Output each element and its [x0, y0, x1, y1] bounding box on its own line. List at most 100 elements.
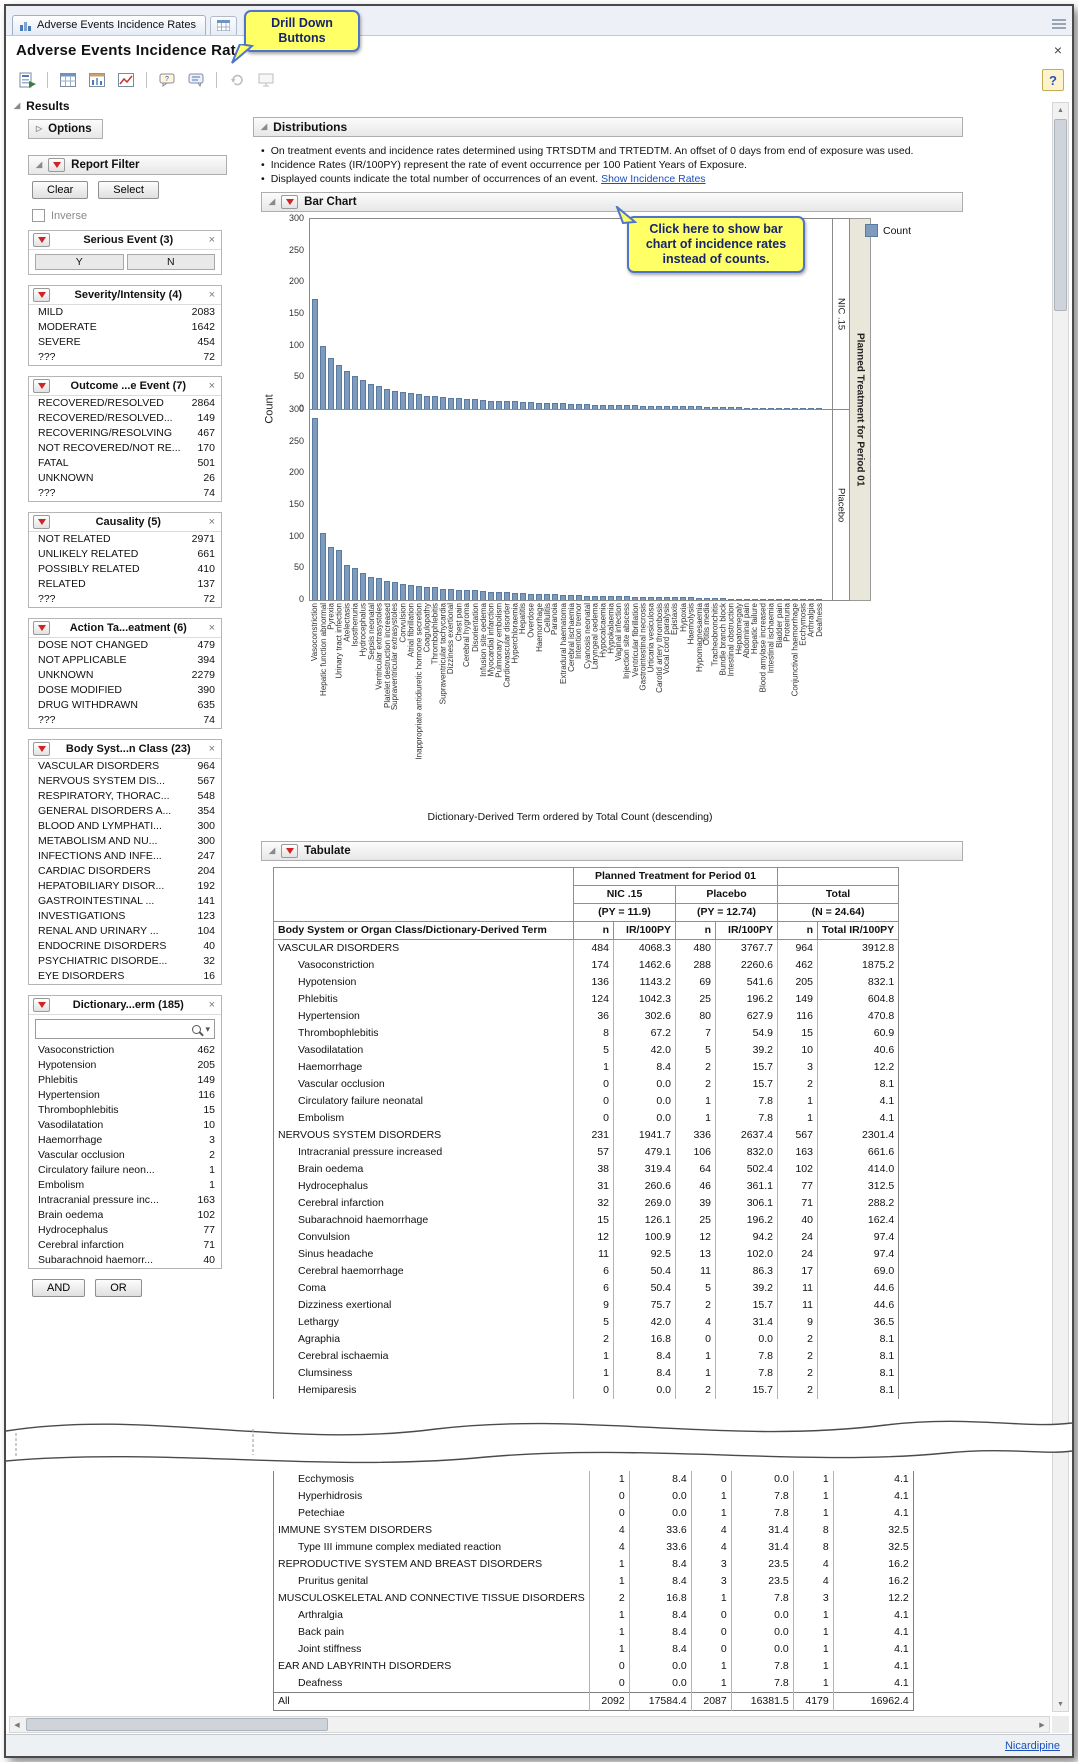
term-cell[interactable]: Joint stiffness — [298, 1643, 362, 1655]
tab-adverse-events[interactable]: Adverse Events Incidence Rates — [12, 15, 206, 35]
filter-item[interactable]: UNLIKELY RELATED 661 — [29, 547, 221, 562]
filter-item[interactable]: Hypertension 116 — [29, 1088, 221, 1103]
filter-item[interactable]: Vasoconstriction 462 — [29, 1043, 221, 1058]
refresh-icon[interactable] — [224, 68, 250, 92]
data-table-icon[interactable] — [55, 68, 81, 92]
bar[interactable] — [456, 398, 462, 409]
bar[interactable] — [408, 585, 414, 600]
filter-item[interactable]: ??? 74 — [29, 713, 221, 728]
bar[interactable] — [360, 573, 366, 600]
bar[interactable] — [768, 408, 774, 409]
bar[interactable] — [520, 402, 526, 409]
bar[interactable] — [400, 392, 406, 409]
bar[interactable] — [624, 596, 630, 600]
filter-item[interactable]: HEPATOBILIARY DISOR... 192 — [29, 879, 221, 894]
disclosure-open-icon[interactable]: ◢ — [261, 122, 268, 131]
filter-item[interactable]: UNKNOWN 2279 — [29, 668, 221, 683]
bar[interactable] — [608, 596, 614, 600]
bar[interactable] — [320, 346, 326, 409]
bar[interactable] — [728, 407, 734, 409]
bar[interactable] — [376, 386, 382, 409]
bar[interactable] — [560, 403, 566, 409]
bar[interactable] — [440, 589, 446, 600]
close-icon[interactable]: × — [208, 289, 215, 301]
bar[interactable] — [784, 408, 790, 409]
bar[interactable] — [328, 547, 334, 600]
close-icon[interactable]: × — [208, 999, 215, 1011]
bar[interactable] — [680, 597, 686, 600]
window-list-icon[interactable] — [1052, 19, 1066, 30]
bar[interactable] — [536, 594, 542, 600]
graph-icon[interactable] — [113, 68, 139, 92]
disclosure-open-icon[interactable]: ◢ — [269, 197, 276, 206]
filter-value-button[interactable]: N — [126, 254, 215, 270]
dictionary-search-input[interactable] — [40, 1022, 189, 1036]
bar[interactable] — [512, 593, 518, 600]
term-cell[interactable]: Lethargy — [298, 1316, 339, 1328]
bar[interactable] — [392, 391, 398, 409]
bar[interactable] — [544, 594, 550, 600]
filter-item[interactable]: Cerebral infarction 71 — [29, 1238, 221, 1253]
filter-item[interactable]: INVESTIGATIONS 123 — [29, 909, 221, 924]
filter-item[interactable]: Haemorrhage 3 — [29, 1133, 221, 1148]
presentation-icon[interactable] — [253, 68, 279, 92]
bar[interactable] — [568, 595, 574, 600]
horizontal-scrollbar[interactable]: ◀ ▶ — [9, 1716, 1050, 1733]
filter-item[interactable]: Subarachnoid haemorr... 40 — [29, 1253, 221, 1268]
bar[interactable] — [640, 597, 646, 600]
term-cell[interactable]: Hemiparesis — [298, 1384, 357, 1396]
bar[interactable] — [672, 597, 678, 600]
bar[interactable] — [752, 599, 758, 600]
term-cell[interactable]: Pruritus genital — [298, 1575, 369, 1587]
bar[interactable] — [680, 406, 686, 409]
bar[interactable] — [480, 591, 486, 600]
scroll-right-icon[interactable]: ▶ — [1039, 1721, 1045, 1729]
bar[interactable] — [384, 581, 390, 600]
bar[interactable] — [584, 596, 590, 600]
term-cell[interactable]: Clumsiness — [298, 1367, 353, 1379]
bar[interactable] — [632, 405, 638, 409]
bar[interactable] — [392, 582, 398, 600]
bar[interactable] — [592, 596, 598, 600]
bar[interactable] — [760, 599, 766, 600]
term-cell[interactable]: Phlebitis — [298, 993, 338, 1005]
filter-item[interactable]: NOT RELATED 2971 — [29, 532, 221, 547]
bar[interactable] — [320, 533, 326, 600]
bar[interactable] — [656, 406, 662, 409]
bar[interactable] — [488, 401, 494, 409]
term-cell[interactable]: Convulsion — [298, 1231, 350, 1243]
term-cell[interactable]: Agraphia — [298, 1333, 341, 1345]
bar[interactable] — [792, 599, 798, 600]
bar[interactable] — [704, 598, 710, 600]
filter-item[interactable]: Hydrocephalus 77 — [29, 1223, 221, 1238]
clear-button[interactable]: Clear — [32, 181, 89, 199]
bar[interactable] — [648, 597, 654, 600]
term-cell[interactable]: Cerebral ischaemia — [298, 1350, 389, 1362]
report-filter-header[interactable]: ◢ Report Filter — [28, 155, 227, 175]
bar[interactable] — [592, 405, 598, 409]
red-triangle-menu-icon[interactable] — [33, 288, 50, 302]
term-cell[interactable]: Ecchymosis — [298, 1473, 355, 1485]
filter-item[interactable]: INFECTIONS AND INFE... 247 — [29, 849, 221, 864]
filter-item[interactable]: Embolism 1 — [29, 1178, 221, 1193]
bar[interactable] — [712, 598, 718, 600]
filter-item[interactable]: Phlebitis 149 — [29, 1073, 221, 1088]
bar[interactable] — [400, 584, 406, 600]
bar[interactable] — [464, 399, 470, 409]
bar[interactable] — [696, 598, 702, 600]
filter-item[interactable]: NERVOUS SYSTEM DIS... 567 — [29, 774, 221, 789]
bar[interactable] — [760, 408, 766, 409]
term-cell[interactable]: Embolism — [298, 1112, 345, 1124]
bar[interactable] — [448, 398, 454, 409]
filter-item[interactable]: Brain oedema 102 — [29, 1208, 221, 1223]
bar[interactable] — [488, 592, 494, 600]
disclosure-open-icon[interactable]: ◢ — [269, 846, 276, 855]
filter-item[interactable]: MILD 2083 — [29, 305, 221, 320]
term-cell[interactable]: Petechiae — [298, 1507, 345, 1519]
dropdown-icon[interactable]: ▾ — [205, 1023, 210, 1034]
term-cell[interactable]: Vasoconstriction — [298, 959, 375, 971]
term-cell[interactable]: Back pain — [298, 1626, 345, 1638]
filter-item[interactable]: PSYCHIATRIC DISORDE... 32 — [29, 954, 221, 969]
filter-item[interactable]: ??? 72 — [29, 350, 221, 365]
bar[interactable] — [312, 418, 318, 600]
